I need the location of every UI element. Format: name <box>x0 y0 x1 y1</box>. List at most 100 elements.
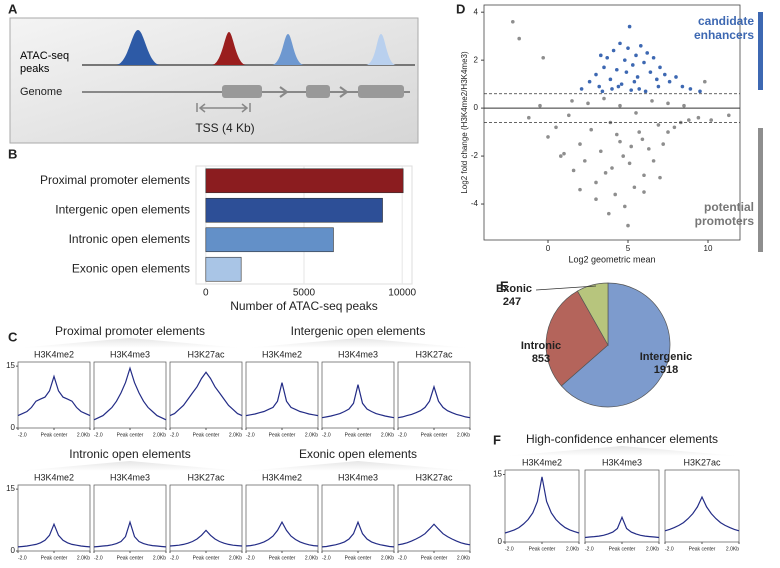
profile-line <box>169 371 243 417</box>
y-tick-label: 4 <box>474 7 479 16</box>
x-tick-label: 2.0Kb <box>381 555 394 561</box>
panel-label: A <box>8 1 18 16</box>
x-tick-label: -2.0 <box>170 555 179 561</box>
point <box>605 55 609 60</box>
profile-line <box>321 384 395 419</box>
point <box>571 168 576 173</box>
profile-line <box>245 520 319 547</box>
x-tick-label: -2.0 <box>322 432 331 438</box>
point <box>615 132 619 137</box>
group-title: Intergenic open elements <box>291 324 426 338</box>
x-tick-label: 2.0Kb <box>305 555 318 561</box>
peak <box>116 30 160 65</box>
plot-title: H3K4me2 <box>34 349 74 359</box>
point <box>623 58 627 62</box>
x-tick-label: 2.0Kb <box>229 555 242 561</box>
profile-line <box>321 520 395 548</box>
profile-line <box>504 476 580 534</box>
x-tick-label: -2.0 <box>94 555 103 561</box>
slice-label: Intronic <box>521 340 561 352</box>
point <box>663 72 667 77</box>
point <box>619 82 624 86</box>
bar <box>205 197 383 223</box>
point <box>607 211 611 216</box>
profile-line <box>169 529 243 547</box>
leader-line <box>535 285 597 291</box>
point <box>651 159 656 163</box>
plot-area <box>397 484 471 552</box>
point <box>627 161 632 166</box>
group-fan <box>18 461 242 471</box>
x-tick-label: 2.0Kb <box>726 546 739 552</box>
x-tick-label: Peak center <box>421 555 448 561</box>
y-tick-label: 0 <box>11 423 16 432</box>
group-title: Intronic open elements <box>69 447 190 461</box>
point <box>517 36 521 41</box>
group-title: Exonic open elements <box>299 447 417 461</box>
point <box>554 125 558 130</box>
plot-title: H3K27ac <box>187 472 225 482</box>
point <box>599 53 603 58</box>
x-tick-label: -2.0 <box>398 432 407 438</box>
x-tick-label: -2.0 <box>398 555 407 561</box>
slice-label: Intergenic <box>640 351 693 363</box>
peaks-label: ATAC-seq peaks <box>20 50 70 75</box>
x-tick-label: Peak center <box>193 555 220 561</box>
x-tick-label: 5000 <box>293 288 316 299</box>
point <box>634 111 638 115</box>
plot-area <box>93 484 167 552</box>
plot-title: H3K4me2 <box>522 457 562 467</box>
series-name: potential promoters <box>694 200 754 228</box>
point <box>635 75 640 79</box>
point <box>703 79 707 84</box>
point <box>613 192 617 197</box>
point <box>687 118 691 122</box>
x-tick-label: Peak center <box>41 432 68 438</box>
y-tick-label: -4 <box>471 199 479 208</box>
x-tick-label: -2.0 <box>94 432 103 438</box>
x-tick-label: Peak center <box>269 432 296 438</box>
point <box>594 72 598 77</box>
point <box>600 89 605 94</box>
point <box>642 60 646 65</box>
y-tick-label: 0 <box>474 103 479 112</box>
x-tick-label: 2.0Kb <box>153 432 166 438</box>
point <box>586 101 590 106</box>
y-tick-label: 0 <box>498 537 503 546</box>
plot-area <box>169 484 243 552</box>
profile-line <box>664 495 740 532</box>
x-tick-label: -2.0 <box>246 555 255 561</box>
point <box>629 88 633 92</box>
exon <box>358 85 404 98</box>
x-tick-label: -2.0 <box>505 546 514 552</box>
point <box>696 115 701 120</box>
point <box>650 99 654 103</box>
y-tick-label: -2 <box>471 151 479 160</box>
profile-line <box>93 366 167 421</box>
point <box>511 19 515 24</box>
group-fan <box>246 461 470 471</box>
point <box>682 103 686 108</box>
point <box>631 63 635 67</box>
point <box>656 84 661 89</box>
x-tick-label: Peak center <box>421 432 448 438</box>
x-tick-label: Peak center <box>609 546 636 552</box>
x-tick-label: 2.0Kb <box>457 432 470 438</box>
y-tick-label: 15 <box>6 361 15 370</box>
x-tick-label: -2.0 <box>322 555 331 561</box>
x-tick-label: 2.0Kb <box>229 432 242 438</box>
x-tick-label: 10000 <box>388 288 416 299</box>
pie-slice <box>560 282 671 408</box>
plot-area <box>397 361 471 429</box>
bar <box>205 227 334 253</box>
point <box>570 99 574 103</box>
point <box>579 87 584 91</box>
point <box>655 77 659 82</box>
peak <box>212 32 246 65</box>
plot-title: H3K27ac <box>187 349 225 359</box>
series-name: candidate enhancers <box>693 14 754 42</box>
point <box>578 187 582 192</box>
x-tick-label: -2.0 <box>246 432 255 438</box>
tss-label: TSS (4 Kb) <box>195 121 254 135</box>
